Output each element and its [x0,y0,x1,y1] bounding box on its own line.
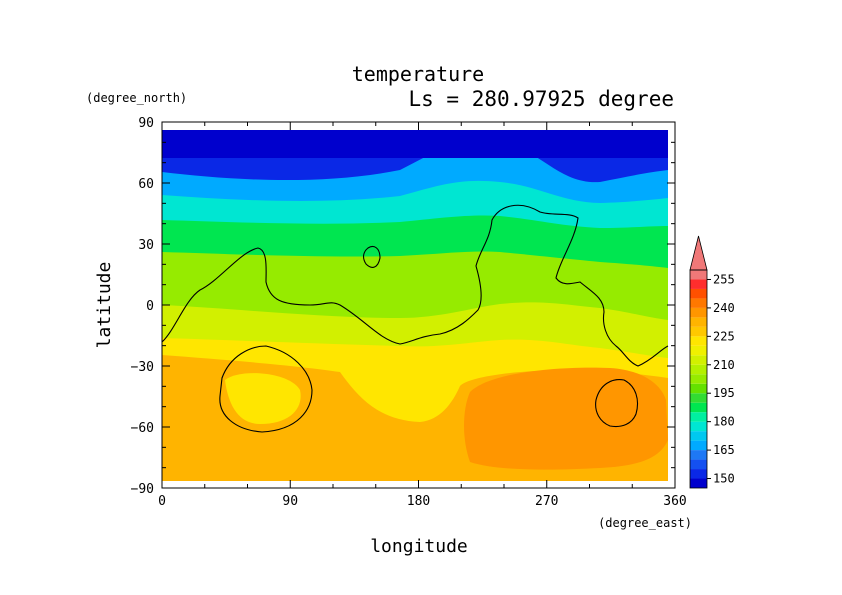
y-tick-label: 90 [138,116,154,131]
y-tick-label: 0 [146,299,154,314]
x-tick-label: 360 [663,494,686,509]
chart-title: temperature [352,62,484,86]
colorbar-label: 240 [713,301,735,315]
colorbar-swatch [690,402,707,413]
x-axis-label: longitude [370,536,468,557]
colorbar-label: 255 [713,272,735,286]
colorbar-swatch [690,412,707,422]
colorbar-swatch [690,317,707,327]
colorbar-label: 210 [713,358,735,372]
colorbar-frame [689,269,708,489]
temperature-field [162,130,668,481]
x-tick-label: 90 [282,494,298,509]
colorbar-swatch [690,383,707,394]
colorbar-swatch [690,270,707,280]
contour-lines [161,204,669,433]
colorbar-swatch [690,326,707,337]
colorbar-swatch [690,345,707,356]
colorbar-swatch [690,393,707,403]
colorbar-swatch [690,469,707,479]
colorbar-label: 150 [713,472,735,486]
axis-ticks: 0 90 180 270 360 90 60 30 0 −30 −60 −90 [131,116,687,509]
y-tick-label: −60 [131,421,154,436]
colorbar-swatch [690,307,707,318]
x-tick-label: 180 [407,494,430,509]
y-axis-label: latitude [94,262,115,349]
contour-ring-west [219,345,313,433]
colorbar-swatch [690,279,707,289]
y-tick-label: 60 [138,177,154,192]
colorbar-swatch [690,374,707,384]
colorbar-swatch [690,440,707,451]
colorbar-label: 225 [713,329,735,343]
colorbar-swatch [690,336,707,346]
warm-region-north-west [225,373,301,424]
colorbar-swatch [690,478,707,488]
y-tick-label: 30 [138,238,154,253]
colorbar-swatch [690,459,707,470]
colorbar: 255 240 225 210 195 180 165 150 [689,235,735,489]
polar-cap-south [162,470,668,481]
colorbar-extend-arrow [689,235,708,271]
x-tick-label: 0 [158,494,166,509]
warm-region-south-east [464,367,668,470]
colorbar-label: 180 [713,415,735,429]
contour-main [161,204,669,367]
contour-islet [363,245,381,268]
x-tick-label: 270 [535,494,558,509]
y-tick-label: −90 [131,482,154,497]
colorbar-label: 165 [713,443,735,457]
polar-cap-north [162,130,668,158]
colorbar-swatch [690,364,707,375]
chart-subtitle: Ls = 280.97925 degree [408,87,674,111]
x-units-label: (degree_east) [598,516,692,530]
contour-ring-east [595,379,639,428]
colorbar-swatch [690,421,707,432]
colorbar-swatch [690,355,707,365]
colorbar-swatch [690,288,707,299]
y-tick-label: −30 [131,360,154,375]
y-units-label: (degree_north) [86,91,187,105]
colorbar-swatch [690,298,707,308]
colorbar-swatch [690,450,707,460]
colorbar-swatch [690,431,707,441]
colorbar-label: 195 [713,386,735,400]
